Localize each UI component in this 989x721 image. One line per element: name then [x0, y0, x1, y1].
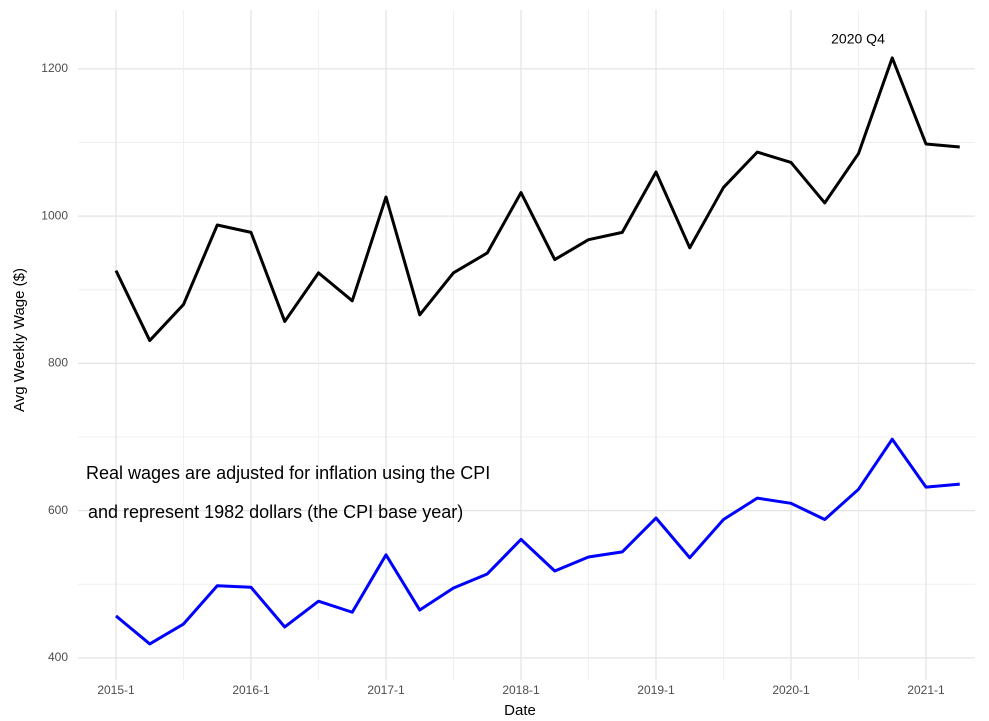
- x-tick-label: 2021-1: [907, 683, 945, 697]
- y-tick-label: 1200: [41, 61, 68, 75]
- x-tick-label: 2020-1: [772, 683, 810, 697]
- x-tick-label: 2019-1: [637, 683, 675, 697]
- y-tick-label: 400: [48, 650, 68, 664]
- x-axis-title: Date: [504, 702, 536, 719]
- y-tick-label: 600: [48, 503, 68, 517]
- y-tick-label: 1000: [41, 208, 68, 222]
- x-tick-label: 2015-1: [97, 683, 135, 697]
- y-axis-title: Avg Weekly Wage ($): [11, 268, 28, 412]
- data-line: [114, 56, 960, 343]
- annotation: 2020 Q4: [831, 31, 885, 47]
- y-tick-label: 800: [48, 356, 68, 370]
- x-tick-label: 2017-1: [367, 683, 405, 697]
- x-tick-label: 2018-1: [502, 683, 540, 697]
- annotation: Real wages are adjusted for inflation us…: [86, 463, 490, 483]
- data-line: [115, 437, 960, 646]
- grid: [78, 10, 975, 680]
- annotation: and represent 1982 dollars (the CPI base…: [88, 502, 463, 522]
- x-tick-label: 2016-1: [232, 683, 270, 697]
